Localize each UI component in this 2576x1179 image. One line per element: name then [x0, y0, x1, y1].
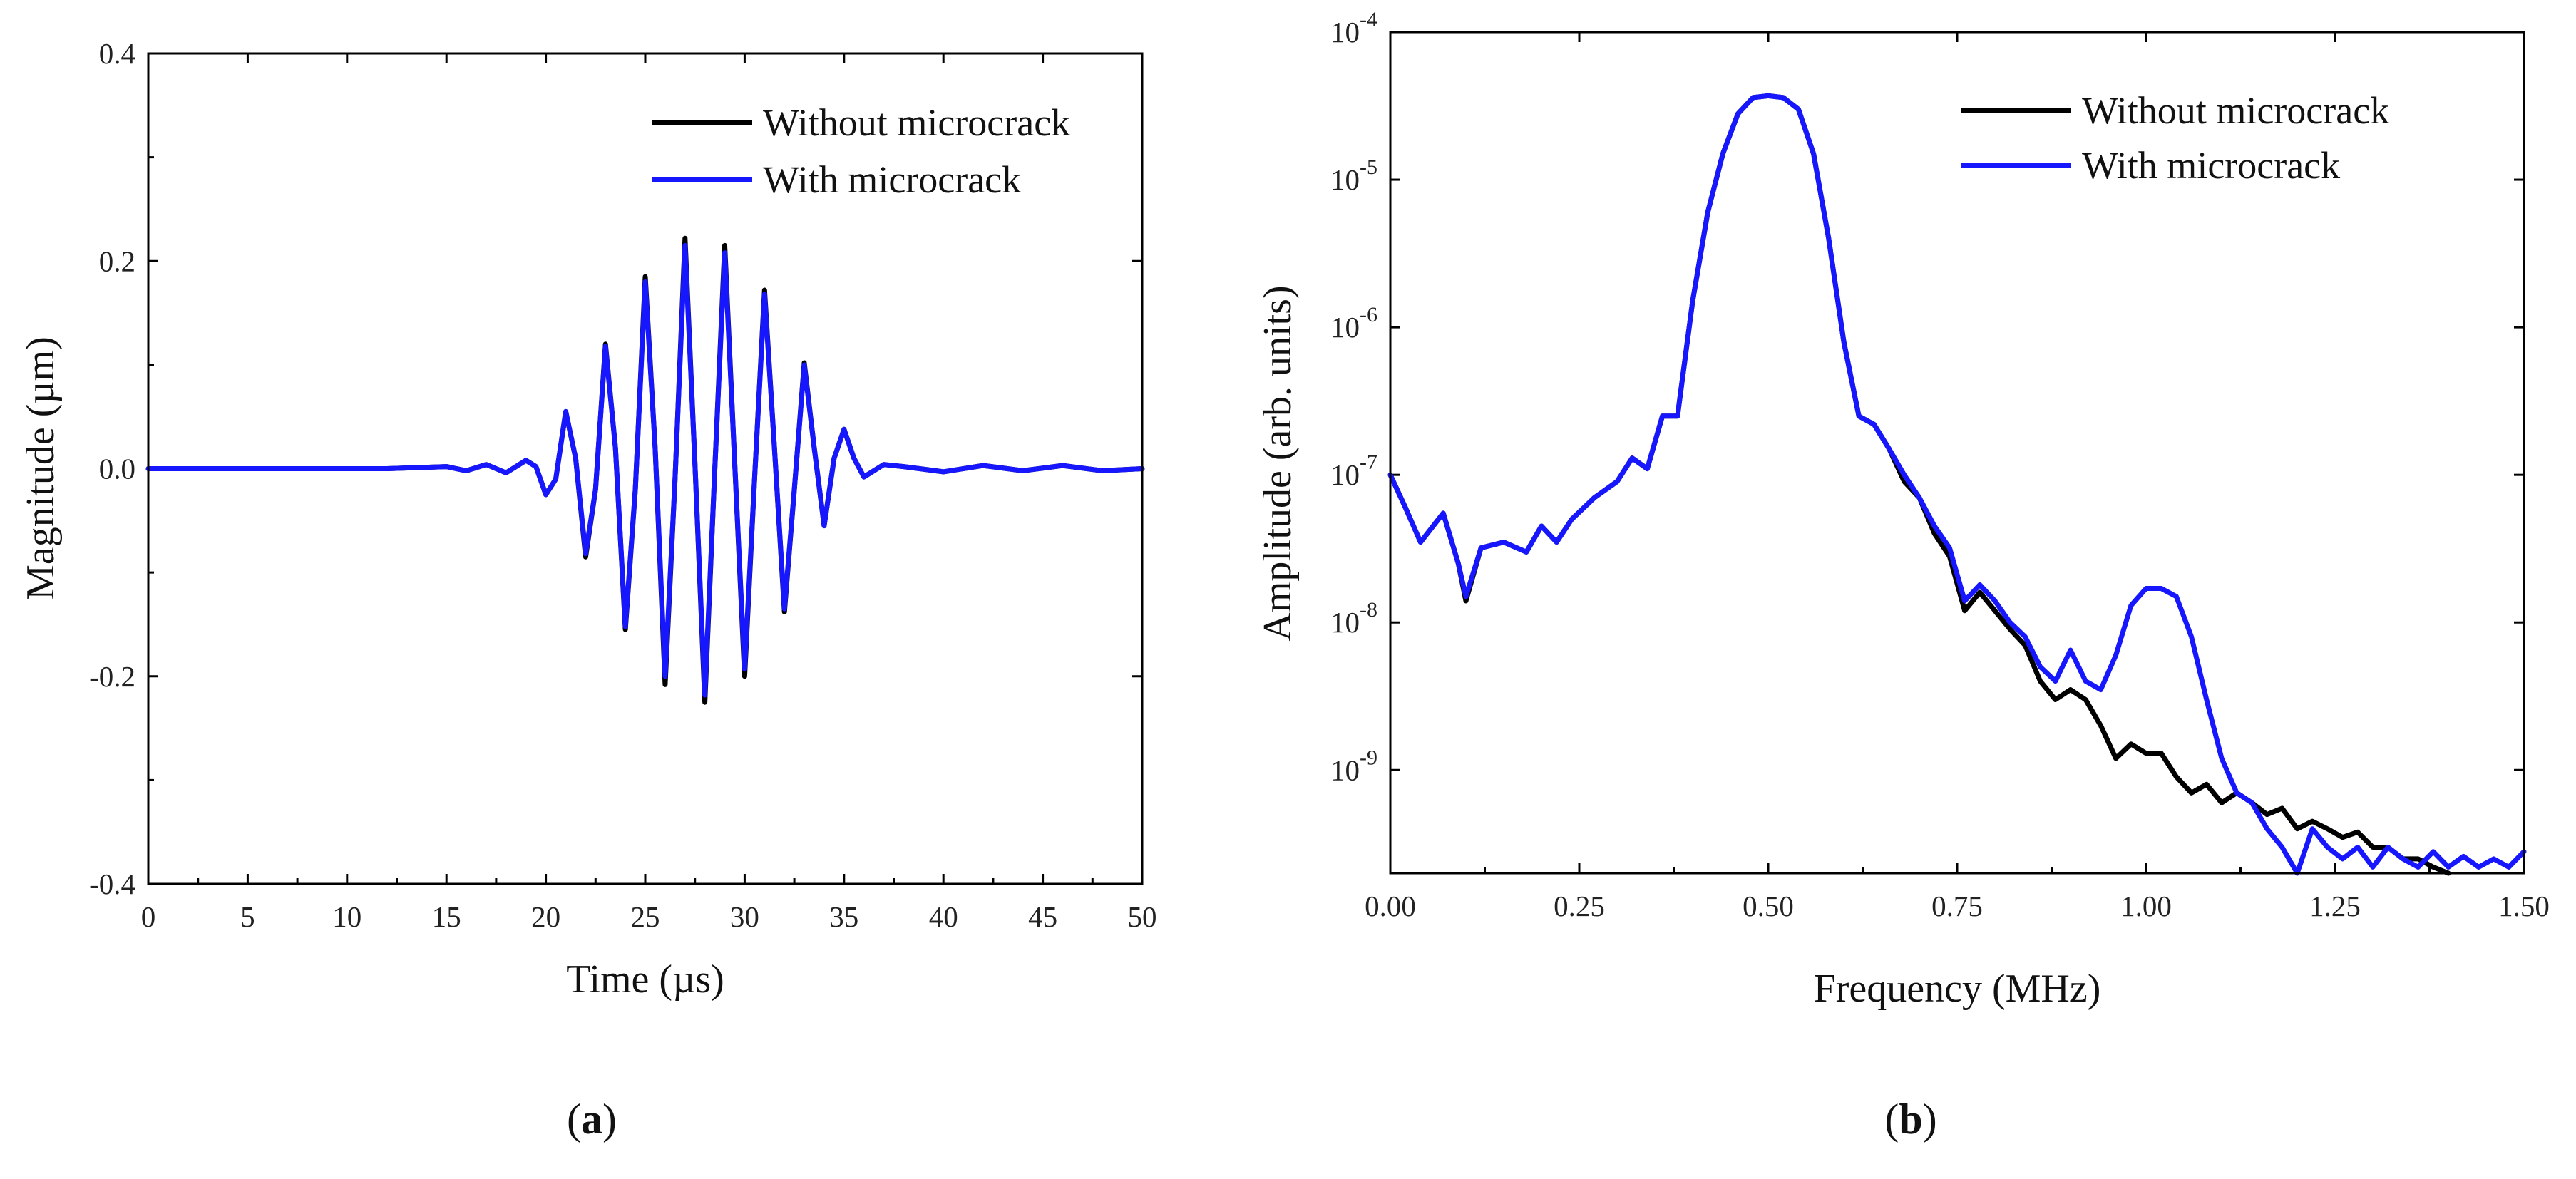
panel-a-x-tick-label: 40: [929, 900, 958, 933]
panel-a-legend: Without microcrack With microcrack: [652, 101, 1070, 201]
panel-a-y-tick-label: -0.2: [89, 660, 135, 693]
panel-b-series-with-microcrack: [1387, 93, 2527, 876]
panel-b-legend: Without microcrack With microcrack: [1961, 89, 2389, 187]
panel-a-plot-frame: [147, 52, 1144, 885]
panel-b-x-tick-label: 1.00: [2120, 890, 2172, 922]
panel-b-x-axis-title: Frequency (MHz): [1814, 967, 2101, 1011]
panel-a-legend-label-with: With microcrack: [763, 158, 1021, 201]
panel-a-x-tick-label: 15: [432, 900, 461, 933]
panel-a-x-axis-title: Time (µs): [566, 957, 724, 1002]
panel-b-x-tick-label: 1.50: [2498, 890, 2550, 922]
panel-b-x-tick-label: 0.50: [1743, 890, 1794, 922]
panel-a-legend-label-without: Without microcrack: [763, 101, 1070, 144]
panel-b-x-tick-label: 0.75: [1931, 890, 1983, 922]
panel-a-x-tick-label: 10: [332, 900, 361, 933]
panel-a-series: [145, 235, 1145, 705]
panel-a-y-tick-label: -0.4: [89, 867, 135, 900]
panel-b-y-tick-label: 10-9: [1330, 746, 1377, 786]
panel-a-y-tick-label: 0.4: [99, 37, 135, 70]
panel-b-x-tick-label: 0.00: [1365, 890, 1416, 922]
panel-a-time-domain-chart: 0 5 10 15 20 25 30 35 40 45 50 -0.4 -0.2 0.0 0.2 0.4 Ti…: [19, 37, 1157, 1143]
panel-b-legend-label-without: Without microcrack: [2082, 89, 2389, 132]
panel-a-y-tick-label: 0.2: [99, 244, 135, 277]
panel-b-series: [1387, 93, 2527, 876]
panel-b-y-tick-label: 10-6: [1330, 303, 1377, 344]
panel-b-frequency-spectrum-chart: 0.00 0.25 0.50 0.75 1.00 1.25 1.50 10-9 10-8 10-7…: [1256, 8, 2550, 1143]
panel-a-y-tick-label: 0.0: [99, 453, 135, 485]
panel-a-x-tick-label: 20: [531, 900, 560, 933]
panel-a-x-tick-label: 30: [730, 900, 759, 933]
panel-b-y-tick-label: 10-4: [1330, 8, 1377, 48]
panel-a-x-tick-label: 0: [141, 900, 156, 933]
panel-a-grid-ticks: 0 5 10 15 20 25 30 35 40 45 50 -0.4 -0.2 0.0 0.2 0.4: [89, 37, 1156, 933]
panel-b-y-tick-label: 10-7: [1330, 451, 1377, 491]
panel-a-series-with-microcrack: [145, 242, 1145, 698]
panel-a-x-tick-label: 25: [631, 900, 660, 933]
panel-b-grid-ticks: 0.00 0.25 0.50 0.75 1.00 1.25 1.50 10-9 10-8 10-7…: [1330, 8, 2550, 922]
panel-b-legend-label-with: With microcrack: [2082, 144, 2340, 187]
panel-a-x-tick-label: 45: [1028, 900, 1057, 933]
panel-b-plot-frame: [1389, 31, 2525, 875]
panel-b-y-tick-label: 10-5: [1330, 155, 1377, 196]
panel-a-x-tick-label: 50: [1128, 900, 1157, 933]
panel-b-caption: (b): [1884, 1096, 1936, 1143]
panel-b-y-axis-title: Amplitude (arb. units): [1256, 285, 1300, 641]
panel-b-series-without-microcrack: [1387, 93, 2451, 876]
panel-a-x-tick-label: 35: [829, 900, 858, 933]
panel-b-x-tick-label: 1.25: [2309, 890, 2361, 922]
panel-b-y-tick-label: 10-8: [1330, 598, 1377, 639]
panel-b-x-tick-label: 0.25: [1554, 890, 1605, 922]
panel-a-x-tick-label: 5: [240, 900, 255, 933]
panel-a-y-axis-title: Magnitude (µm): [19, 336, 63, 600]
panel-a-caption: (a): [567, 1096, 617, 1143]
